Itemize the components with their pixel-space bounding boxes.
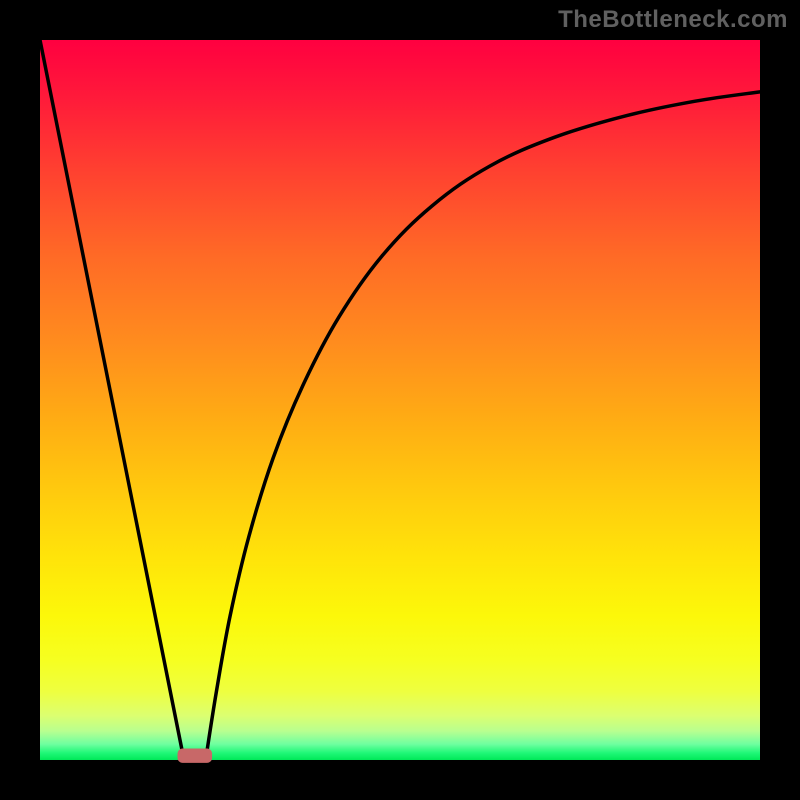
- valley-marker: [178, 748, 213, 762]
- chart-svg: [0, 0, 800, 800]
- chart-container: TheBottleneck.com: [0, 0, 800, 800]
- attribution-text: TheBottleneck.com: [558, 6, 788, 34]
- gradient-background: [40, 40, 760, 760]
